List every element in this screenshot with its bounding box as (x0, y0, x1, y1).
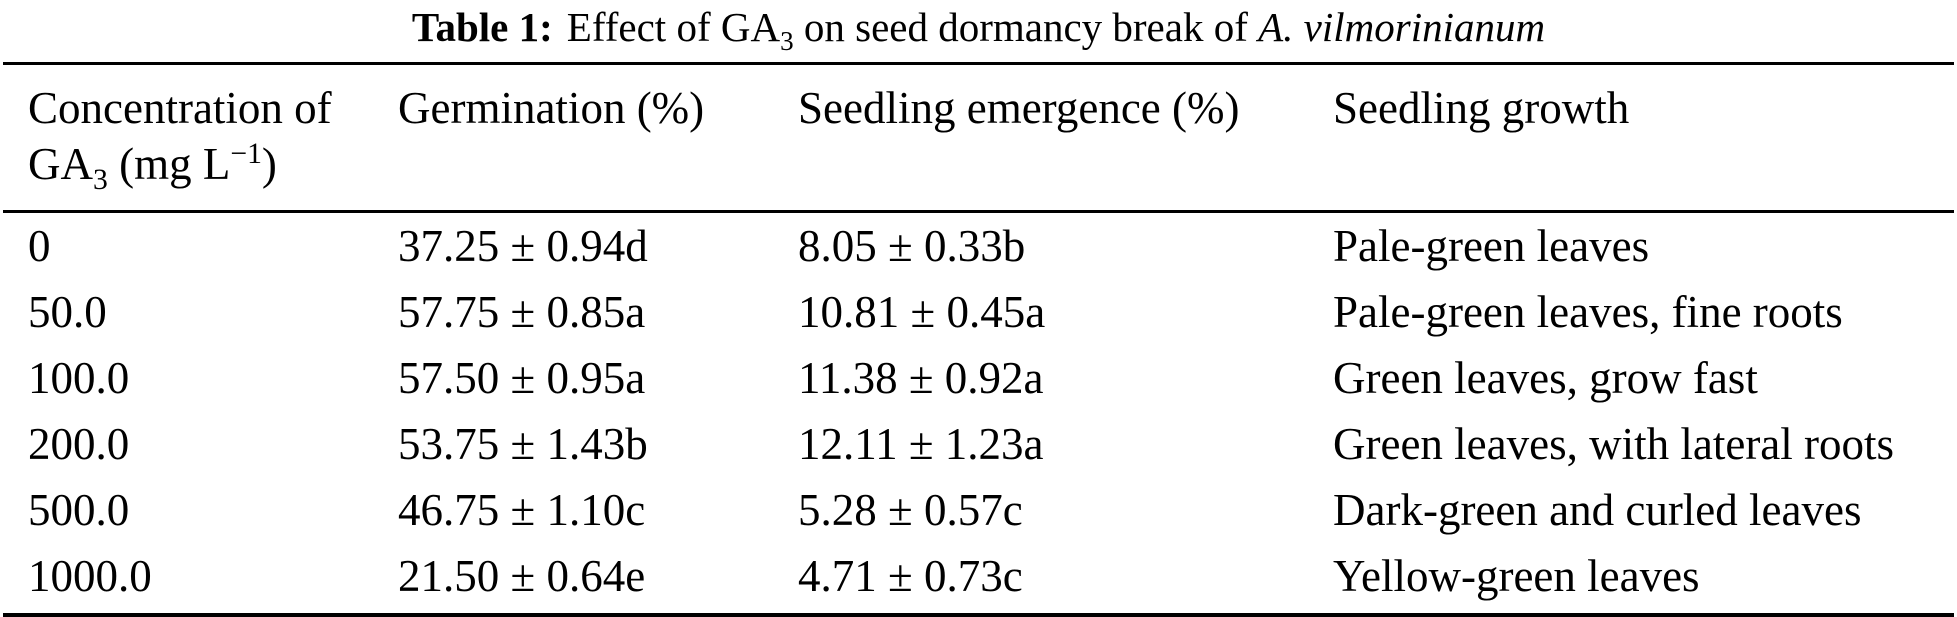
cell-concentration: 0 (28, 221, 51, 272)
ga3-subscript: 3 (93, 163, 108, 196)
header-unit-close: ) (261, 138, 277, 189)
unit-exponent: −1 (230, 137, 262, 170)
cell-germination: 21.50 ± 0.64e (398, 551, 646, 602)
header-growth: Seedling growth (1333, 63, 1954, 214)
cell-emergence: 10.81 ± 0.45a (798, 287, 1046, 338)
table-row: 100.0 57.50 ± 0.95a 11.38 ± 0.92a Green … (3, 345, 1954, 411)
cell-emergence: 11.38 ± 0.92a (798, 353, 1044, 404)
table-row: 500.0 46.75 ± 1.10c 5.28 ± 0.57c Dark-gr… (3, 477, 1954, 543)
table-row: 200.0 53.75 ± 1.43b 12.11 ± 1.23a Green … (3, 411, 1954, 477)
cell-germination: 37.25 ± 0.94d (398, 221, 648, 272)
header-emergence: Seedling emergence (%) (798, 63, 1333, 214)
cell-concentration: 200.0 (28, 419, 130, 470)
cell-emergence: 8.05 ± 0.33b (798, 221, 1026, 272)
cell-growth: Pale-green leaves (1333, 221, 1650, 272)
cell-germination: 57.50 ± 0.95a (398, 353, 646, 404)
cell-germination: 57.75 ± 0.85a (398, 287, 646, 338)
header-concentration: Concentration of GA3 (mg L−1) (3, 63, 398, 214)
cell-germination: 53.75 ± 1.43b (398, 419, 648, 470)
header-row: Concentration of GA3 (mg L−1) Germinatio… (3, 63, 1954, 214)
cell-growth: Green leaves, grow fast (1333, 353, 1758, 404)
cell-concentration: 100.0 (28, 353, 130, 404)
cell-germination: 46.75 ± 1.10c (398, 485, 646, 536)
caption-subscript: 3 (780, 26, 794, 57)
cell-emergence: 5.28 ± 0.57c (798, 485, 1023, 536)
table-row: 1000.0 21.50 ± 0.64e 4.71 ± 0.73c Yellow… (3, 543, 1954, 615)
data-table: Concentration of GA3 (mg L−1) Germinatio… (3, 62, 1954, 617)
cell-concentration: 500.0 (28, 485, 130, 536)
cell-concentration: 1000.0 (28, 551, 152, 602)
header-concentration-line1: Concentration of (28, 83, 332, 133)
cell-concentration: 50.0 (28, 287, 107, 338)
cell-growth: Yellow-green leaves (1333, 551, 1700, 602)
cell-emergence: 4.71 ± 0.73c (798, 551, 1023, 602)
header-unit-text: (mg L (107, 138, 231, 189)
species-name: A. vilmorinianum (1258, 4, 1546, 50)
table-caption-text-2: on seed dormancy break of (793, 4, 1259, 50)
header-germination: Germination (%) (398, 63, 798, 214)
table-row: 0 37.25 ± 0.94d 8.05 ± 0.33b Pale-green … (3, 212, 1954, 280)
cell-emergence: 12.11 ± 1.23a (798, 419, 1044, 470)
table-caption-label: Table 1: (411, 4, 553, 50)
cell-growth: Pale-green leaves, fine roots (1333, 287, 1843, 338)
table-row: 50.0 57.75 ± 0.85a 10.81 ± 0.45a Pale-gr… (3, 279, 1954, 345)
table-caption: Table 1: Effect of GA3 on seed dormancy b… (0, 0, 1957, 62)
header-concentration-line2: GA (28, 138, 93, 189)
cell-growth: Green leaves, with lateral roots (1333, 419, 1895, 470)
table-caption-text: Effect of GA (566, 4, 781, 50)
cell-growth: Dark-green and curled leaves (1333, 485, 1862, 536)
